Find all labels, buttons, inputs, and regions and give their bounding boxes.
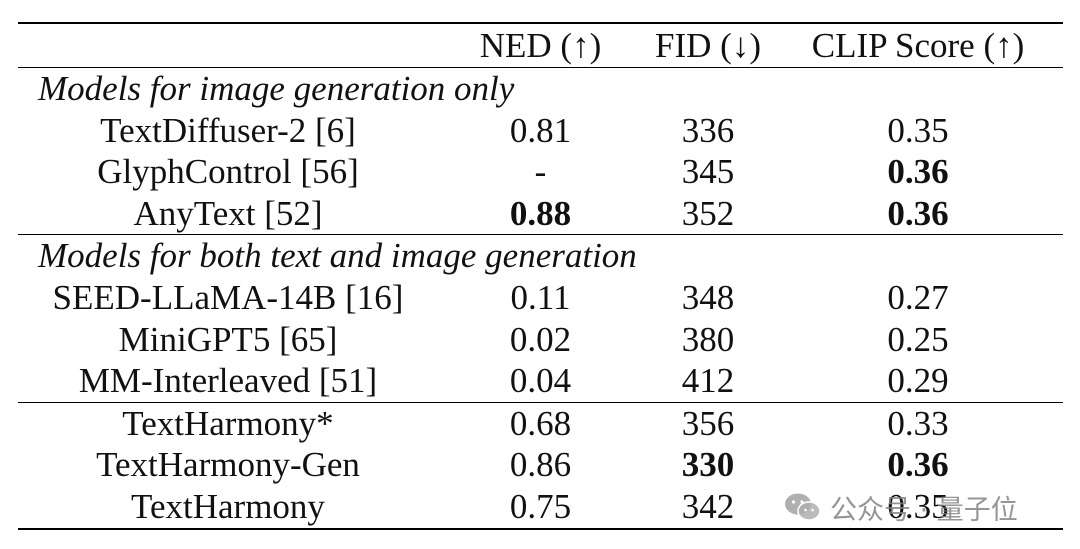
cell-fid: 348	[681, 277, 735, 317]
cell-model: MiniGPT5 [65]	[118, 319, 338, 359]
cell-fid: 380	[681, 319, 735, 359]
wechat-icon	[785, 493, 821, 521]
cell-model: TextDiffuser-2 [6]	[100, 110, 356, 150]
cell-model: GlyphControl [56]	[97, 152, 359, 192]
table-row: TextHarmony 0.75 342 0.35	[18, 485, 1063, 530]
cell-model: MM-Interleaved [51]	[78, 361, 378, 401]
header-fid: FID (↓)	[643, 22, 773, 68]
cell-clip: 0.36	[887, 193, 949, 233]
cell-clip: 0.35	[773, 485, 1063, 530]
results-table-container: NED (↑) FID (↓) CLIP Score (↑) Models fo…	[18, 22, 1063, 530]
watermark: 公众号 · 量子位	[784, 487, 1018, 527]
cell-clip: 0.36	[887, 152, 949, 192]
cell-model: TextHarmony*	[18, 401, 438, 445]
cell-fid: 356	[643, 401, 773, 445]
cell-ned: 0.02	[509, 319, 572, 359]
header-model	[18, 22, 438, 68]
cell-model: AnyText [52]	[133, 193, 323, 233]
cell-fid: 330	[681, 445, 735, 485]
cell-ned: 0.81	[509, 110, 572, 150]
cell-fid: 412	[681, 361, 735, 401]
header-ned: NED (↑)	[438, 22, 643, 68]
group-title: Models for image generation only	[18, 66, 1063, 110]
table-header-row: NED (↑) FID (↓) CLIP Score (↑)	[18, 22, 1063, 68]
table-row: TextHarmony* 0.68 356 0.33	[18, 401, 1063, 445]
table-row: MM-Interleaved [51] 0.04 412 0.29	[18, 360, 1063, 402]
cell-fid: 352	[681, 193, 735, 233]
group-header-row: Models for image generation only	[18, 66, 1063, 110]
table-row: GlyphControl [56] - 345 0.36	[18, 151, 1063, 193]
cell-ned: 0.04	[509, 361, 572, 401]
group-header-row: Models for both text and image generatio…	[18, 234, 1063, 277]
table-body: Models for image generation only TextDiff…	[18, 66, 1063, 530]
table-row: SEED-LLaMA-14B [16] 0.11 348 0.27	[18, 277, 1063, 319]
table-row: MiniGPT5 [65] 0.02 380 0.25	[18, 319, 1063, 361]
table-row: AnyText [52] 0.88 352 0.36	[18, 193, 1063, 235]
cell-clip: 0.27	[887, 277, 949, 317]
cell-model: TextHarmony	[18, 485, 438, 530]
group-title: Models for both text and image generatio…	[18, 234, 1063, 277]
cell-ned: 0.75	[438, 485, 643, 530]
table-row: TextDiffuser-2 [6] 0.81 336 0.35	[18, 110, 1063, 152]
cell-clip: 0.36	[887, 445, 949, 485]
cell-model: TextHarmony-Gen	[96, 445, 360, 485]
results-table: NED (↑) FID (↓) CLIP Score (↑) Models fo…	[18, 22, 1063, 530]
cell-ned: 0.11	[510, 277, 571, 317]
cell-clip: 0.35	[887, 110, 949, 150]
cell-clip: 0.29	[887, 361, 949, 401]
cell-clip: 0.25	[887, 319, 949, 359]
cell-fid: 342	[643, 485, 773, 530]
cell-ned: -	[534, 152, 547, 192]
cell-ned: 0.86	[509, 445, 572, 485]
watermark-text: 公众号 · 量子位	[830, 494, 1018, 526]
cell-ned: 0.68	[438, 401, 643, 445]
header-clip: CLIP Score (↑)	[773, 22, 1063, 68]
cell-model: SEED-LLaMA-14B [16]	[52, 277, 404, 317]
cell-clip: 0.33	[773, 401, 1063, 445]
table-row: TextHarmony-Gen 0.86 330 0.36	[18, 444, 1063, 486]
cell-ned: 0.88	[509, 193, 572, 233]
cell-fid: 336	[681, 110, 735, 150]
cell-fid: 345	[681, 152, 735, 192]
